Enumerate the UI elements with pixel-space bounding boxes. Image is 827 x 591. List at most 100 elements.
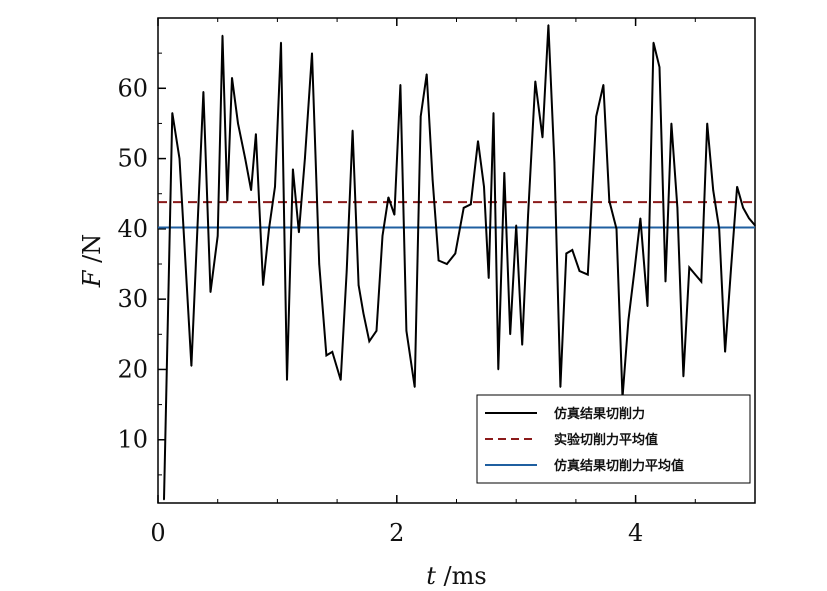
- data-point: [487, 277, 490, 279]
- series-layer: [158, 24, 756, 501]
- data-point: [664, 280, 667, 283]
- data-point: [250, 189, 252, 192]
- data-point: [578, 270, 581, 272]
- data-point: [615, 228, 618, 230]
- data-point: [325, 354, 328, 357]
- data-point: [209, 291, 212, 293]
- data-point: [405, 329, 408, 332]
- y-axis-label: F /N: [78, 234, 106, 288]
- data-point: [375, 329, 378, 332]
- data-point: [413, 386, 416, 388]
- data-point: [399, 83, 402, 86]
- data-point: [226, 199, 229, 202]
- legend: 仿真结果切削力 实验切削力平均值 仿真结果切削力平均值: [476, 394, 751, 484]
- y-axis-variable: F: [78, 269, 106, 288]
- data-point: [318, 263, 320, 265]
- data-point: [216, 235, 219, 237]
- data-point: [425, 73, 428, 76]
- data-point: [595, 115, 597, 118]
- data-point: [298, 231, 300, 234]
- data-point: [331, 351, 334, 353]
- legend-label-series-2: 仿真结果切削力平均值: [554, 458, 684, 474]
- axes: 0 2 4 10 20 30 40 50 60: [117, 17, 756, 547]
- data-point: [547, 24, 550, 26]
- y-axis-unit: /N: [78, 234, 106, 271]
- x-tick-label: 4: [628, 519, 643, 547]
- data-point: [553, 161, 556, 163]
- data-point: [262, 284, 264, 286]
- data-point: [497, 368, 500, 371]
- data-point: [345, 270, 348, 272]
- data-point: [706, 122, 709, 125]
- data-point: [718, 228, 720, 230]
- data-point: [280, 41, 282, 44]
- data-point: [587, 273, 589, 276]
- data-point: [446, 263, 448, 265]
- data-point: [477, 140, 479, 142]
- x-axis-variable: t: [426, 562, 436, 590]
- y-tick-label: 50: [117, 145, 148, 173]
- data-point: [431, 178, 434, 181]
- data-point: [571, 249, 574, 251]
- data-point: [470, 203, 472, 206]
- data-point: [368, 340, 371, 343]
- data-point: [419, 115, 422, 118]
- data-point: [736, 185, 738, 188]
- data-point: [627, 319, 630, 322]
- data-point: [676, 206, 679, 209]
- data-point: [754, 224, 756, 227]
- data-point: [515, 224, 517, 227]
- data-point: [700, 280, 703, 283]
- data-point: [244, 157, 246, 160]
- data-point: [559, 386, 562, 388]
- data-point: [454, 252, 457, 255]
- data-point: [339, 379, 342, 381]
- data-point: [163, 498, 165, 501]
- data-point: [492, 112, 495, 114]
- data-point: [682, 375, 685, 378]
- data-point: [503, 171, 506, 174]
- data-point: [608, 199, 611, 202]
- data-point: [694, 273, 697, 276]
- data-point: [730, 266, 732, 269]
- data-point: [171, 112, 174, 114]
- data-point: [311, 52, 313, 54]
- data-point: [748, 217, 750, 220]
- y-tick-label: 20: [117, 355, 148, 383]
- data-point: [483, 185, 485, 188]
- data-point: [437, 259, 440, 262]
- data-point: [712, 189, 715, 192]
- x-tick-label: 2: [389, 519, 404, 547]
- x-tick-label: 0: [150, 519, 165, 547]
- data-point: [742, 206, 744, 209]
- data-point: [292, 168, 294, 170]
- legend-label-series-1: 实验切削力平均值: [554, 432, 658, 448]
- y-tick-label: 10: [117, 426, 148, 454]
- data-point: [724, 351, 726, 353]
- x-axis-label: t /ms: [426, 562, 486, 590]
- data-point: [387, 196, 390, 199]
- data-point: [670, 122, 673, 125]
- data-point: [304, 157, 306, 160]
- legend-box: [476, 394, 751, 484]
- data-point: [357, 284, 360, 286]
- y-tick-label: 40: [117, 215, 148, 243]
- data-point: [286, 379, 288, 381]
- data-point: [527, 214, 529, 216]
- data-point: [381, 235, 384, 237]
- data-point: [268, 228, 270, 230]
- data-point: [462, 206, 465, 209]
- data-point: [658, 66, 661, 69]
- data-point: [509, 333, 512, 336]
- data-point: [393, 214, 396, 216]
- data-point: [202, 91, 205, 93]
- data-point: [178, 157, 181, 160]
- data-point: [231, 76, 233, 79]
- data-point: [633, 270, 636, 272]
- data-point: [362, 312, 365, 315]
- x-axis-unit: /ms: [436, 562, 487, 590]
- data-point: [534, 80, 537, 83]
- data-point: [646, 305, 649, 307]
- data-point: [565, 252, 568, 255]
